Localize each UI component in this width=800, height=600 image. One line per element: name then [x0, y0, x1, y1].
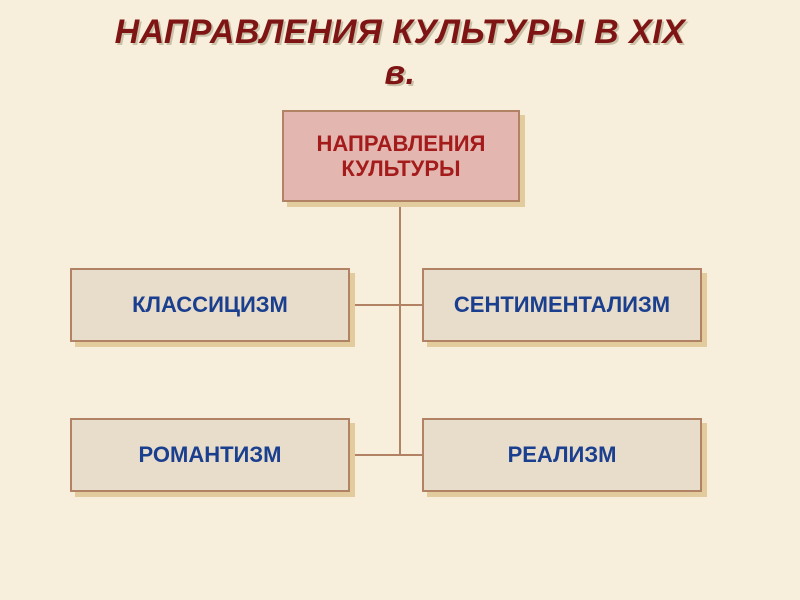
- root-line-2: КУЛЬТУРЫ: [317, 156, 486, 181]
- leaf-label: РЕАЛИЗМ: [508, 442, 617, 467]
- leaf-label: КЛАССИЦИЗМ: [132, 292, 288, 317]
- leaf-node: РЕАЛИЗМ: [422, 418, 702, 492]
- leaf-node: КЛАССИЦИЗМ: [70, 268, 350, 342]
- root-node: НАПРАВЛЕНИЯ КУЛЬТУРЫ: [282, 110, 520, 202]
- root-line-1: НАПРАВЛЕНИЯ: [317, 131, 486, 156]
- leaf-node: РОМАНТИЗМ: [70, 418, 350, 492]
- leaf-label: СЕНТИМЕНТАЛИЗМ: [454, 292, 670, 317]
- leaf-label: РОМАНТИЗМ: [139, 442, 282, 467]
- leaf-node: СЕНТИМЕНТАЛИЗМ: [422, 268, 702, 342]
